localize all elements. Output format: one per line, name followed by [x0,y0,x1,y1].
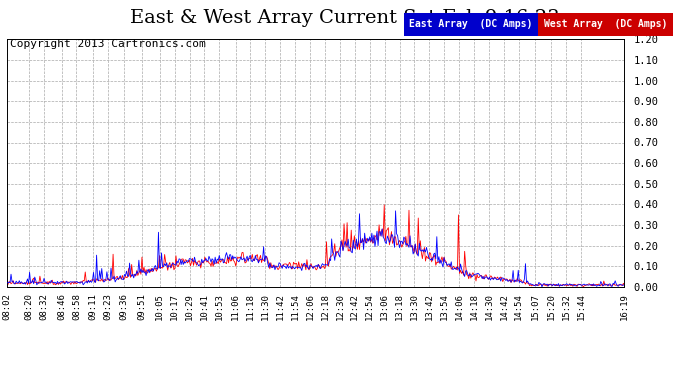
Text: Copyright 2013 Cartronics.com: Copyright 2013 Cartronics.com [10,39,206,50]
Text: West Array  (DC Amps): West Array (DC Amps) [544,20,667,29]
Text: East Array  (DC Amps): East Array (DC Amps) [409,20,533,29]
Text: East & West Array Current Sat Feb 9 16:23: East & West Array Current Sat Feb 9 16:2… [130,9,560,27]
